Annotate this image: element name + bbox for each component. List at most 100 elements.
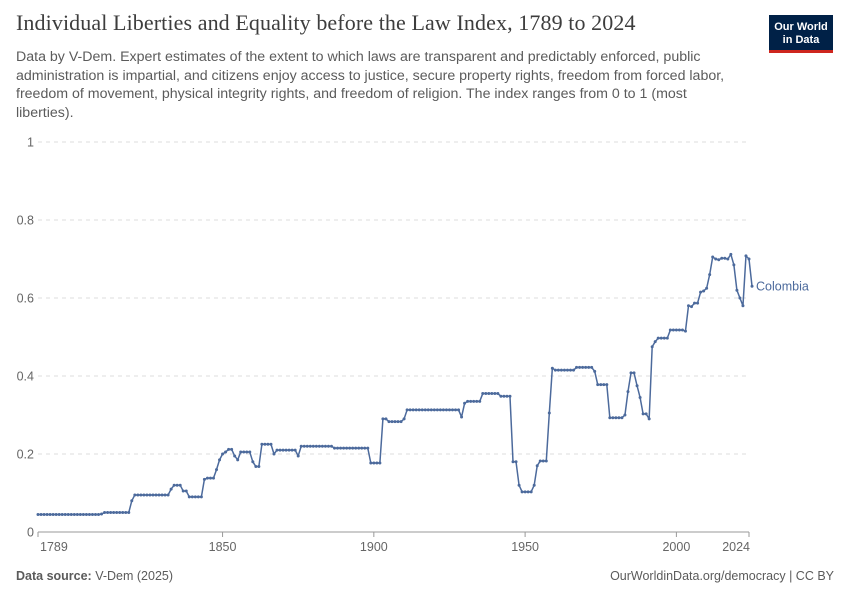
- data-point[interactable]: [139, 493, 143, 497]
- data-point[interactable]: [112, 511, 116, 514]
- data-point[interactable]: [638, 395, 642, 399]
- data-point[interactable]: [72, 512, 76, 516]
- data-point[interactable]: [293, 448, 297, 452]
- data-point[interactable]: [484, 392, 488, 396]
- data-point[interactable]: [87, 512, 91, 516]
- data-point[interactable]: [502, 394, 506, 398]
- data-point[interactable]: [683, 329, 687, 333]
- data-point[interactable]: [405, 408, 409, 412]
- data-point[interactable]: [239, 450, 243, 454]
- data-point[interactable]: [90, 512, 94, 516]
- data-point[interactable]: [163, 493, 167, 497]
- data-point[interactable]: [236, 458, 240, 462]
- data-point[interactable]: [399, 420, 403, 424]
- data-point[interactable]: [115, 511, 119, 514]
- data-point[interactable]: [290, 448, 294, 452]
- data-point[interactable]: [720, 256, 724, 260]
- data-point[interactable]: [133, 493, 137, 497]
- data-point[interactable]: [251, 460, 255, 464]
- data-point[interactable]: [199, 495, 203, 499]
- data-point[interactable]: [326, 444, 330, 448]
- data-point[interactable]: [629, 371, 633, 375]
- data-point[interactable]: [514, 460, 518, 464]
- data-point[interactable]: [402, 417, 406, 421]
- data-point[interactable]: [593, 369, 597, 373]
- data-point[interactable]: [556, 368, 560, 372]
- data-point[interactable]: [360, 446, 364, 450]
- data-point[interactable]: [281, 448, 285, 452]
- data-point[interactable]: [221, 452, 225, 456]
- data-point[interactable]: [357, 446, 361, 450]
- data-point[interactable]: [190, 495, 194, 499]
- data-point[interactable]: [242, 450, 246, 454]
- data-point[interactable]: [408, 408, 412, 412]
- data-point[interactable]: [587, 365, 591, 369]
- data-point[interactable]: [378, 461, 382, 465]
- data-point[interactable]: [78, 512, 82, 516]
- data-point[interactable]: [668, 328, 672, 332]
- data-point[interactable]: [690, 305, 694, 309]
- data-point[interactable]: [369, 461, 373, 465]
- data-point[interactable]: [329, 444, 333, 448]
- data-point[interactable]: [693, 301, 697, 305]
- data-point[interactable]: [565, 368, 569, 372]
- series-layer[interactable]: Colombia: [36, 252, 809, 516]
- data-point[interactable]: [472, 399, 476, 403]
- data-point[interactable]: [493, 392, 497, 396]
- data-point[interactable]: [136, 493, 140, 497]
- data-source-value[interactable]: V-Dem (2025): [95, 569, 174, 583]
- data-point[interactable]: [559, 368, 563, 372]
- data-point[interactable]: [269, 442, 273, 446]
- data-point[interactable]: [478, 399, 482, 403]
- data-point[interactable]: [36, 512, 40, 516]
- data-point[interactable]: [230, 447, 234, 451]
- data-point[interactable]: [411, 408, 415, 412]
- data-point[interactable]: [529, 490, 533, 494]
- data-point[interactable]: [650, 345, 654, 349]
- data-point[interactable]: [454, 408, 458, 412]
- data-point[interactable]: [441, 408, 445, 412]
- data-point[interactable]: [181, 489, 185, 493]
- footer-credit[interactable]: OurWorldinData.org/democracy | CC BY: [610, 569, 834, 583]
- data-point[interactable]: [320, 444, 324, 448]
- data-point[interactable]: [257, 464, 261, 468]
- data-point[interactable]: [656, 336, 660, 340]
- data-point[interactable]: [342, 446, 346, 450]
- data-point[interactable]: [187, 495, 191, 499]
- data-point[interactable]: [142, 493, 146, 497]
- data-point[interactable]: [541, 459, 545, 463]
- data-point[interactable]: [735, 288, 739, 292]
- data-point[interactable]: [444, 408, 448, 412]
- data-point[interactable]: [39, 512, 43, 516]
- data-point[interactable]: [245, 450, 249, 454]
- data-point[interactable]: [275, 448, 279, 452]
- data-point[interactable]: [641, 412, 645, 416]
- data-point[interactable]: [526, 490, 530, 494]
- data-point[interactable]: [457, 408, 461, 412]
- data-point[interactable]: [578, 365, 582, 369]
- data-point[interactable]: [438, 408, 442, 412]
- data-point[interactable]: [393, 420, 397, 424]
- data-point[interactable]: [175, 483, 179, 487]
- data-point[interactable]: [544, 459, 548, 463]
- data-point[interactable]: [263, 442, 267, 446]
- data-point[interactable]: [744, 254, 748, 258]
- data-point[interactable]: [414, 408, 418, 412]
- data-point[interactable]: [202, 477, 206, 481]
- data-point[interactable]: [375, 461, 379, 465]
- data-point[interactable]: [333, 446, 336, 450]
- data-point[interactable]: [572, 368, 576, 372]
- data-point[interactable]: [233, 454, 237, 458]
- data-point[interactable]: [311, 444, 315, 448]
- data-point[interactable]: [750, 284, 754, 288]
- data-point[interactable]: [553, 368, 557, 372]
- data-point[interactable]: [432, 408, 436, 412]
- data-point[interactable]: [617, 416, 621, 420]
- data-point[interactable]: [596, 383, 600, 387]
- data-point[interactable]: [677, 328, 681, 332]
- data-point[interactable]: [517, 483, 521, 487]
- data-point[interactable]: [48, 512, 52, 516]
- data-point[interactable]: [84, 512, 88, 516]
- data-point[interactable]: [599, 383, 603, 387]
- data-point[interactable]: [224, 450, 228, 454]
